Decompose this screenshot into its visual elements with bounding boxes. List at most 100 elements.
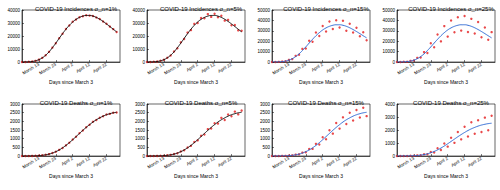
svg-text:March 13: March 13 [21, 156, 40, 170]
svg-text:March 13: March 13 [146, 62, 165, 76]
svg-text:1000: 1000 [135, 136, 146, 141]
svg-text:0: 0 [17, 154, 20, 159]
svg-text:Days since March 3: Days since March 3 [49, 79, 93, 85]
svg-text:2000: 2000 [385, 128, 396, 133]
svg-text:March 23: March 23 [288, 62, 307, 76]
svg-text:Days since March 3: Days since March 3 [424, 173, 468, 179]
svg-text:March 23: March 23 [163, 156, 182, 170]
svg-text:2000: 2000 [135, 119, 146, 124]
svg-text:10000: 10000 [132, 47, 145, 52]
svg-text:3000: 3000 [135, 102, 146, 107]
svg-text:April 12: April 12 [75, 62, 91, 74]
svg-text:500: 500 [137, 145, 145, 150]
svg-text:1000: 1000 [385, 141, 396, 146]
svg-text:April 12: April 12 [325, 62, 341, 74]
svg-text:COVID-19 Deaths σ_n=15%: COVID-19 Deaths σ_n=15% [288, 100, 365, 106]
svg-text:500: 500 [262, 145, 270, 150]
svg-text:40000: 40000 [132, 8, 145, 13]
svg-text:April 2: April 2 [435, 62, 449, 73]
svg-text:April 12: April 12 [75, 156, 91, 168]
svg-text:30000: 30000 [257, 28, 270, 33]
svg-text:COVID-19 Deaths σ_n=1%: COVID-19 Deaths σ_n=1% [40, 100, 113, 106]
svg-text:March 13: March 13 [21, 62, 40, 76]
svg-text:Days since March 3: Days since March 3 [299, 79, 343, 85]
svg-text:COVID-19 Incidences σ_n=1%: COVID-19 Incidences σ_n=1% [35, 6, 118, 12]
svg-text:Days since March 3: Days since March 3 [174, 173, 218, 179]
svg-text:40000: 40000 [7, 8, 20, 13]
svg-text:April 2: April 2 [310, 62, 324, 73]
svg-text:March 23: March 23 [413, 62, 432, 76]
svg-text:30000: 30000 [132, 21, 145, 26]
svg-text:1000: 1000 [260, 136, 271, 141]
svg-text:COVID-19 Incidences σ_n=15%: COVID-19 Incidences σ_n=15% [283, 6, 369, 12]
svg-text:3000: 3000 [385, 115, 396, 120]
svg-text:0: 0 [17, 60, 20, 65]
svg-text:April 22: April 22 [217, 62, 233, 74]
svg-text:40000: 40000 [257, 18, 270, 23]
svg-text:April 22: April 22 [467, 156, 483, 168]
svg-text:March 23: March 23 [288, 156, 307, 170]
svg-text:Days since March 3: Days since March 3 [49, 173, 93, 179]
svg-text:Days since March 3: Days since March 3 [299, 173, 343, 179]
svg-text:1500: 1500 [260, 128, 271, 133]
svg-text:10000: 10000 [382, 49, 395, 54]
svg-text:April 22: April 22 [467, 62, 483, 74]
svg-text:0: 0 [392, 154, 395, 159]
svg-text:0: 0 [267, 154, 270, 159]
svg-text:April 2: April 2 [60, 156, 74, 167]
svg-text:40000: 40000 [382, 18, 395, 23]
svg-text:March 13: March 13 [396, 62, 415, 76]
svg-text:1500: 1500 [135, 128, 146, 133]
svg-text:0: 0 [392, 60, 395, 65]
svg-text:20000: 20000 [132, 34, 145, 39]
svg-text:500: 500 [12, 145, 20, 150]
svg-text:March 13: March 13 [271, 62, 290, 76]
svg-text:10000: 10000 [7, 47, 20, 52]
svg-text:April 2: April 2 [185, 62, 199, 73]
svg-text:April 2: April 2 [310, 156, 324, 167]
svg-text:20000: 20000 [7, 34, 20, 39]
svg-text:50000: 50000 [382, 8, 395, 13]
svg-text:0: 0 [142, 154, 145, 159]
svg-text:April 22: April 22 [217, 156, 233, 168]
svg-text:March 23: March 23 [38, 62, 57, 76]
svg-text:3000: 3000 [260, 102, 271, 107]
svg-text:COVID-19 Deaths σ_n=25%: COVID-19 Deaths σ_n=25% [413, 100, 490, 106]
svg-text:COVID-19 Incidences σ_n=25%: COVID-19 Incidences σ_n=25% [408, 6, 494, 12]
svg-text:2000: 2000 [10, 119, 21, 124]
svg-text:April 22: April 22 [342, 156, 358, 168]
svg-text:March 13: March 13 [271, 156, 290, 170]
svg-text:2500: 2500 [135, 110, 146, 115]
svg-text:April 2: April 2 [60, 62, 74, 73]
svg-text:COVID-19 Incidences σ_n=5%: COVID-19 Incidences σ_n=5% [160, 6, 243, 12]
svg-text:March 23: March 23 [413, 156, 432, 170]
svg-text:0: 0 [267, 60, 270, 65]
svg-text:April 12: April 12 [450, 156, 466, 168]
svg-text:3000: 3000 [10, 102, 21, 107]
svg-text:0: 0 [142, 60, 145, 65]
svg-text:April 2: April 2 [435, 156, 449, 167]
svg-text:April 22: April 22 [342, 62, 358, 74]
svg-text:30000: 30000 [7, 21, 20, 26]
svg-text:April 2: April 2 [185, 156, 199, 167]
svg-text:30000: 30000 [382, 28, 395, 33]
svg-text:10000: 10000 [257, 49, 270, 54]
svg-text:20000: 20000 [257, 39, 270, 44]
svg-text:20000: 20000 [382, 39, 395, 44]
svg-text:2500: 2500 [260, 110, 271, 115]
svg-text:March 13: March 13 [396, 156, 415, 170]
svg-text:April 12: April 12 [450, 62, 466, 74]
svg-text:2500: 2500 [10, 110, 21, 115]
svg-text:Days since March 3: Days since March 3 [174, 79, 218, 85]
svg-text:1500: 1500 [10, 128, 21, 133]
svg-text:April 12: April 12 [200, 156, 216, 168]
svg-text:1000: 1000 [10, 136, 21, 141]
svg-text:April 12: April 12 [325, 156, 341, 168]
svg-text:April 22: April 22 [92, 156, 108, 168]
svg-text:2000: 2000 [260, 119, 271, 124]
svg-text:March 23: March 23 [38, 156, 57, 170]
svg-text:March 23: March 23 [163, 62, 182, 76]
svg-text:March 13: March 13 [146, 156, 165, 170]
svg-text:April 12: April 12 [200, 62, 216, 74]
svg-text:4000: 4000 [385, 102, 396, 107]
